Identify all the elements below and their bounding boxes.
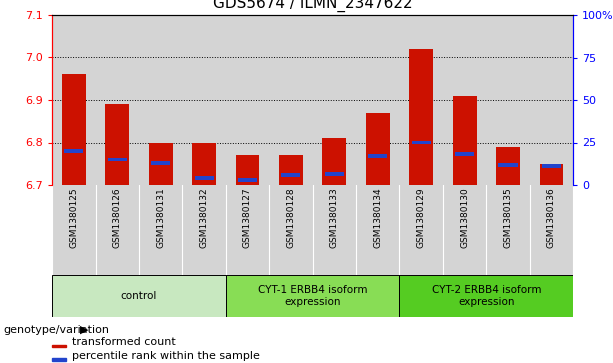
Text: genotype/variation: genotype/variation — [3, 325, 109, 335]
Text: GSM1380133: GSM1380133 — [330, 188, 339, 248]
Bar — [412, 140, 431, 144]
Bar — [269, 185, 313, 275]
Text: GSM1380131: GSM1380131 — [156, 188, 165, 248]
Bar — [62, 74, 86, 185]
Bar — [486, 15, 530, 185]
Bar — [322, 138, 346, 185]
Bar — [139, 185, 183, 275]
Bar — [96, 185, 139, 275]
Text: ▶: ▶ — [80, 325, 88, 335]
Bar — [194, 176, 214, 180]
Bar — [542, 164, 561, 168]
Bar — [539, 164, 563, 185]
Bar — [530, 185, 573, 275]
Bar — [238, 178, 257, 182]
Bar — [96, 15, 139, 185]
Text: GSM1380136: GSM1380136 — [547, 188, 556, 248]
Bar — [530, 15, 573, 185]
Bar — [183, 15, 226, 185]
Bar — [64, 149, 83, 153]
Bar — [226, 185, 269, 275]
Text: control: control — [121, 291, 157, 301]
Text: GSM1380129: GSM1380129 — [417, 188, 425, 248]
Bar — [325, 172, 344, 176]
Bar — [52, 185, 96, 275]
Bar — [452, 96, 476, 185]
Bar — [443, 15, 486, 185]
Bar — [409, 49, 433, 185]
Bar — [400, 15, 443, 185]
Bar — [356, 185, 400, 275]
Bar — [366, 113, 390, 185]
Text: GSM1380130: GSM1380130 — [460, 188, 469, 248]
Text: GSM1380125: GSM1380125 — [69, 188, 78, 248]
FancyBboxPatch shape — [400, 275, 573, 317]
Bar — [486, 185, 530, 275]
Bar — [455, 152, 474, 156]
FancyBboxPatch shape — [52, 275, 226, 317]
Bar — [498, 163, 517, 167]
Text: transformed count: transformed count — [72, 337, 175, 347]
Bar — [192, 143, 216, 185]
Bar — [368, 154, 387, 158]
Text: GSM1380128: GSM1380128 — [286, 188, 295, 248]
Bar — [496, 147, 520, 185]
Text: GSM1380135: GSM1380135 — [503, 188, 512, 248]
Bar — [183, 185, 226, 275]
Bar — [279, 155, 303, 185]
Bar — [235, 155, 259, 185]
Title: GDS5674 / ILMN_2347622: GDS5674 / ILMN_2347622 — [213, 0, 413, 12]
Bar — [281, 173, 300, 177]
Bar — [52, 359, 66, 361]
Bar — [151, 161, 170, 165]
Text: CYT-1 ERBB4 isoform
expression: CYT-1 ERBB4 isoform expression — [258, 285, 367, 307]
FancyBboxPatch shape — [226, 275, 400, 317]
Bar — [105, 104, 129, 185]
Text: GSM1380127: GSM1380127 — [243, 188, 252, 248]
Text: percentile rank within the sample: percentile rank within the sample — [72, 351, 259, 360]
Bar — [108, 158, 127, 162]
Text: CYT-2 ERBB4 isoform
expression: CYT-2 ERBB4 isoform expression — [432, 285, 541, 307]
Text: GSM1380132: GSM1380132 — [200, 188, 208, 248]
Bar — [443, 185, 486, 275]
Text: GSM1380126: GSM1380126 — [113, 188, 122, 248]
Text: GSM1380134: GSM1380134 — [373, 188, 383, 248]
Bar — [313, 185, 356, 275]
Bar — [400, 185, 443, 275]
Bar — [356, 15, 400, 185]
Bar — [269, 15, 313, 185]
Bar — [226, 15, 269, 185]
Bar — [139, 15, 183, 185]
Bar — [52, 15, 96, 185]
Bar — [149, 143, 173, 185]
Bar — [52, 345, 66, 347]
Bar — [313, 15, 356, 185]
